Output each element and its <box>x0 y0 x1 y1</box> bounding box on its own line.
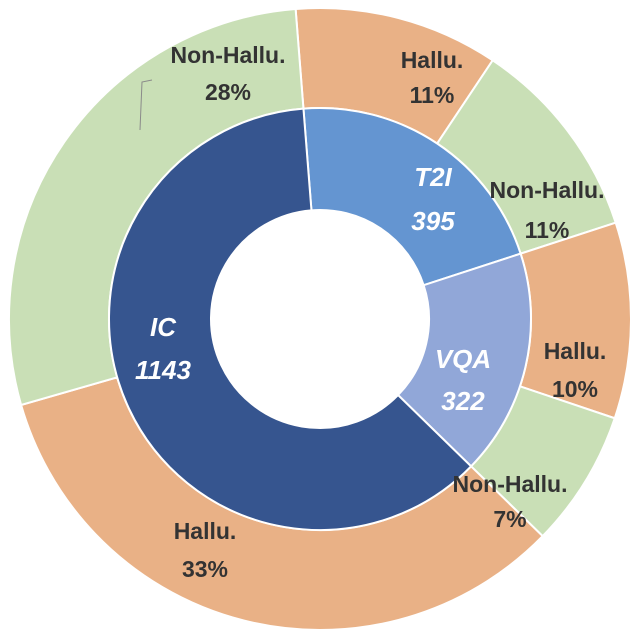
inner-slice-vqa <box>396 252 532 468</box>
outer-label-ic-hallu-name: Hallu. <box>174 518 237 544</box>
outer-label-t2i-non-hallu-percent: 11% <box>525 217 570 243</box>
inner-label-t2i-name: T2I <box>414 162 452 192</box>
inner-slice-ic <box>108 107 473 531</box>
outer-label-t2i-non-hallu-name: Non-Hallu. <box>490 177 605 203</box>
inner-label-vqa-name: VQA <box>435 344 491 374</box>
outer-label-vqa-hallu-name: Hallu. <box>544 338 607 364</box>
outer-label-vqa-non-hallu-name: Non-Hallu. <box>453 471 568 497</box>
outer-label-vqa-hallu-percent: 10% <box>552 376 598 402</box>
outer-label-ic-non-hallu-percent: 28% <box>205 79 251 105</box>
inner-label-ic-value: 1143 <box>135 355 191 385</box>
outer-label-ic-non-hallu-name: Non-Hallu. <box>171 42 286 68</box>
inner-label-ic-name: IC <box>150 312 177 342</box>
outer-label-ic-hallu-percent: 33% <box>182 556 228 582</box>
inner-slice-t2i <box>302 107 522 287</box>
label-leader-line <box>139 79 153 131</box>
outer-label-vqa-non-hallu-percent: 7% <box>493 506 526 532</box>
outer-label-t2i-hallu-name: Hallu. <box>401 47 464 73</box>
inner-label-t2i-value: 395 <box>411 206 455 236</box>
inner-label-vqa-value: 322 <box>441 386 485 416</box>
outer-label-t2i-hallu-percent: 11% <box>410 82 455 108</box>
